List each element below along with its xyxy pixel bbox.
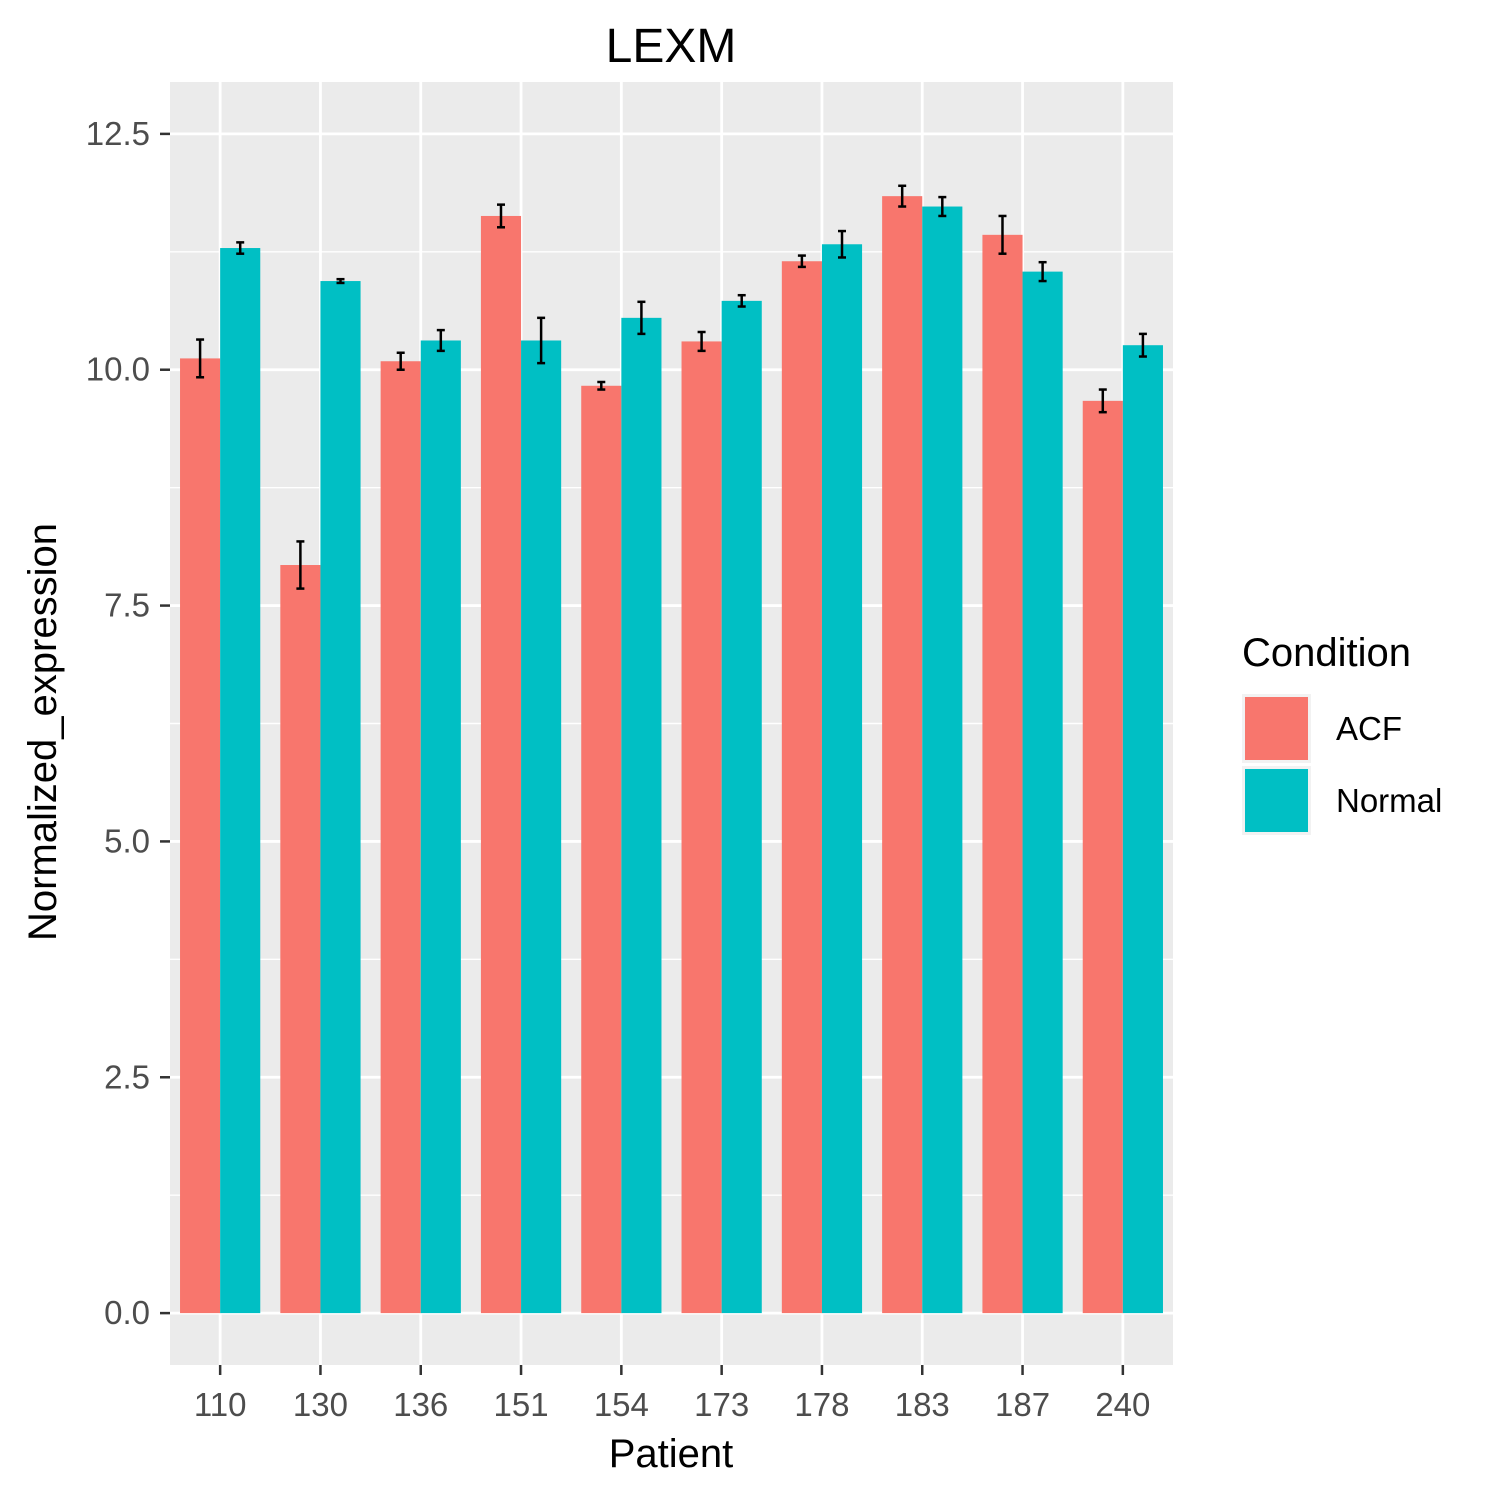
x-tick-label: 240 bbox=[1095, 1386, 1150, 1423]
error-bar-normal-136 bbox=[436, 328, 445, 353]
error-bar-normal-130 bbox=[336, 277, 345, 285]
legend-title: Condition bbox=[1242, 631, 1411, 675]
bar-normal-154 bbox=[621, 317, 662, 1314]
error-bar-acf-130 bbox=[296, 540, 305, 590]
legend: Condition ACF Normal bbox=[1242, 631, 1442, 835]
error-bar-acf-173 bbox=[697, 330, 706, 353]
x-tick-label: 130 bbox=[293, 1386, 348, 1423]
legend-label: ACF bbox=[1336, 710, 1402, 747]
bar-normal-240 bbox=[1122, 345, 1163, 1314]
error-bar-acf-151 bbox=[496, 203, 505, 229]
error-bar-normal-187 bbox=[1038, 260, 1047, 283]
bar-acf-110 bbox=[180, 358, 221, 1314]
bar-acf-240 bbox=[1082, 400, 1123, 1314]
error-bar-acf-187 bbox=[998, 214, 1007, 255]
error-bars bbox=[196, 184, 1147, 590]
x-tick-label: 110 bbox=[194, 1386, 247, 1423]
x-tick-label: 136 bbox=[393, 1386, 448, 1423]
y-tick-label: 7.5 bbox=[104, 587, 150, 624]
error-bar-acf-183 bbox=[898, 184, 907, 208]
x-axis-title: Patient bbox=[609, 1432, 734, 1476]
error-bar-normal-178 bbox=[838, 229, 847, 259]
y-axis: 0.0 2.5 5.0 7.5 10.0 12.5 bbox=[86, 115, 170, 1331]
legend-swatch bbox=[1245, 697, 1308, 760]
bar-acf-136 bbox=[380, 361, 421, 1314]
error-bar-normal-173 bbox=[737, 293, 746, 308]
error-bar-acf-110 bbox=[196, 338, 205, 379]
bar-normal-151 bbox=[521, 340, 562, 1314]
bar-normal-178 bbox=[821, 244, 863, 1314]
y-tick-label: 5.0 bbox=[104, 822, 150, 859]
error-bar-normal-151 bbox=[537, 316, 546, 365]
legend-swatch bbox=[1245, 769, 1308, 832]
x-tick-label: 178 bbox=[794, 1386, 849, 1423]
x-tick-label: 183 bbox=[895, 1386, 950, 1423]
y-tick-label: 2.5 bbox=[104, 1058, 150, 1095]
bar-acf-178 bbox=[781, 261, 822, 1314]
bar-acf-173 bbox=[681, 341, 722, 1314]
bar-acf-187 bbox=[982, 234, 1023, 1314]
error-bar-normal-110 bbox=[236, 241, 245, 255]
bar-acf-151 bbox=[480, 215, 522, 1314]
error-bar-acf-178 bbox=[797, 254, 806, 269]
y-tick-label: 0.0 bbox=[104, 1294, 150, 1331]
error-bar-acf-154 bbox=[597, 380, 606, 391]
y-axis-title: Normalized_expression bbox=[21, 523, 65, 941]
bar-acf-130 bbox=[280, 565, 321, 1314]
legend-label: Normal bbox=[1336, 782, 1442, 819]
x-tick-label: 154 bbox=[594, 1386, 649, 1423]
bar-normal-187 bbox=[1022, 271, 1063, 1314]
chart-title: LEXM bbox=[606, 20, 737, 73]
bar-normal-130 bbox=[320, 281, 361, 1314]
bar-acf-183 bbox=[882, 196, 923, 1314]
x-tick-label: 173 bbox=[694, 1386, 749, 1423]
error-bar-normal-240 bbox=[1138, 332, 1147, 358]
x-tick-label: 151 bbox=[494, 1386, 549, 1423]
bar-acf-154 bbox=[581, 385, 622, 1314]
bar-normal-183 bbox=[922, 206, 963, 1314]
legend-item-acf: ACF bbox=[1242, 694, 1402, 763]
error-bar-normal-154 bbox=[637, 300, 646, 336]
error-bar-acf-240 bbox=[1098, 388, 1107, 414]
bar-normal-173 bbox=[721, 300, 762, 1314]
error-bar-acf-136 bbox=[396, 351, 405, 371]
error-bar-normal-183 bbox=[938, 195, 947, 218]
legend-item-normal: Normal bbox=[1242, 766, 1442, 835]
x-axis: 110 130 136 151 154 173 178 183 187 240 bbox=[194, 1365, 1150, 1423]
bar-normal-110 bbox=[220, 248, 261, 1314]
bar-normal-136 bbox=[420, 340, 461, 1314]
y-tick-label: 12.5 bbox=[86, 115, 150, 152]
bars bbox=[180, 196, 1163, 1314]
x-tick-label: 187 bbox=[995, 1386, 1050, 1423]
y-tick-label: 10.0 bbox=[86, 351, 150, 388]
